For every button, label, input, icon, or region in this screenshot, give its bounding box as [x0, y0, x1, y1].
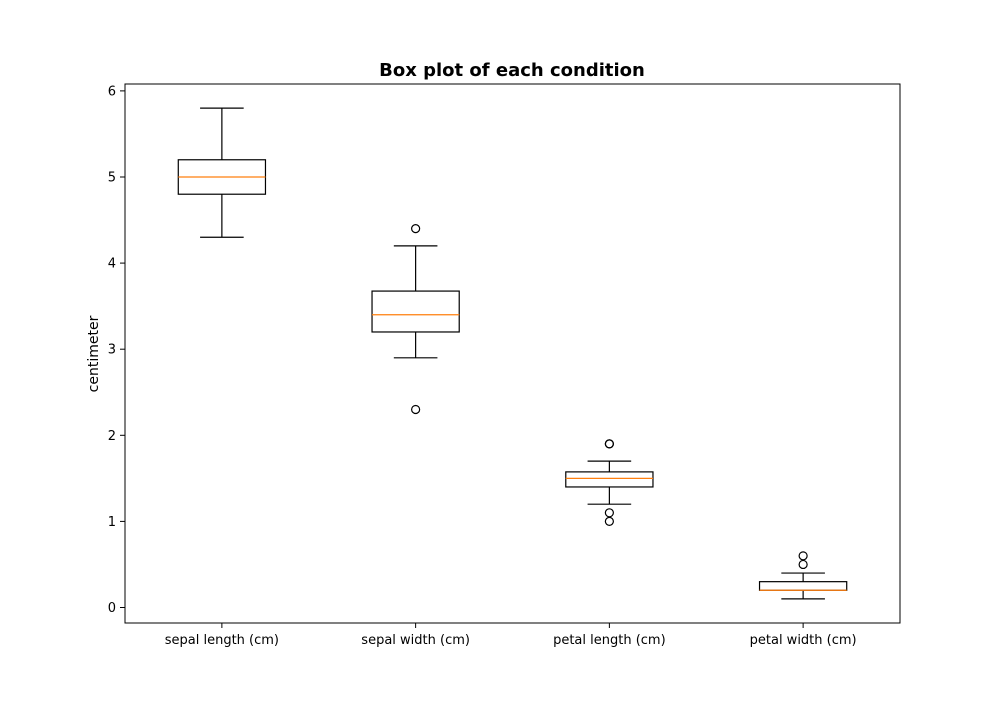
- box-series: [177, 107, 848, 600]
- x-tick-label: sepal width (cm): [361, 633, 470, 648]
- box-3: [565, 439, 654, 526]
- x-tick-label: sepal length (cm): [165, 633, 279, 648]
- y-tick-label: 2: [108, 429, 116, 444]
- box-iqr: [565, 471, 654, 488]
- outlier-point: [604, 439, 614, 449]
- y-tick-label: 6: [108, 84, 116, 99]
- chart-title: Box plot of each condition: [379, 60, 645, 81]
- outlier-point: [604, 516, 614, 526]
- box-iqr: [371, 290, 460, 333]
- y-tick-label: 5: [108, 170, 116, 185]
- box-2: [371, 224, 460, 415]
- y-tick-label: 3: [108, 343, 116, 358]
- plot-area-frame: [124, 83, 901, 624]
- x-tick-label: petal width (cm): [750, 633, 857, 648]
- box-iqr: [758, 581, 848, 591]
- y-tick-label: 0: [108, 601, 116, 616]
- box-1: [177, 107, 267, 238]
- outlier-point: [604, 508, 614, 518]
- outlier-point: [798, 551, 808, 561]
- outlier-point: [798, 559, 808, 570]
- y-axis-label: centimeter: [86, 315, 102, 392]
- y-tick-label: 4: [108, 257, 116, 272]
- x-tick-label: petal length (cm): [553, 633, 666, 648]
- outlier-point: [411, 224, 421, 234]
- x-axis: sepal length (cm) sepal width (cm) petal l…: [165, 623, 857, 648]
- y-tick-label: 1: [108, 515, 116, 530]
- y-axis: 0 1 2 3 4 5 6: [108, 84, 125, 616]
- outlier-point: [411, 404, 421, 415]
- box-4: [758, 551, 848, 600]
